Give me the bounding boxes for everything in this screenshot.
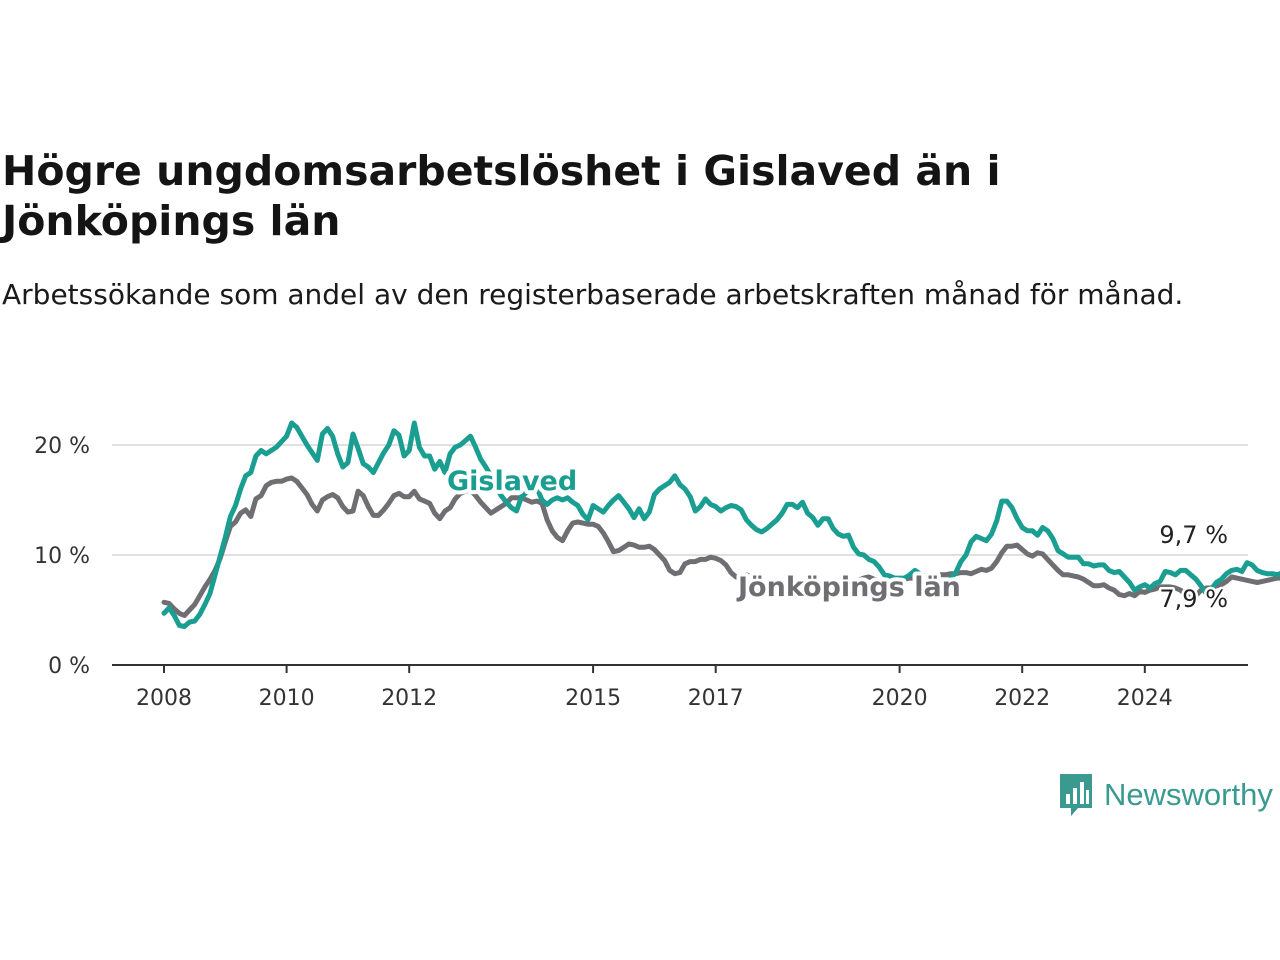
x-tick-label: 2015 xyxy=(565,686,621,711)
series-line-jönköpings-län xyxy=(161,475,1280,618)
x-tick-label: 2012 xyxy=(381,686,437,711)
series-lines xyxy=(161,420,1280,629)
x-tick-label: 2010 xyxy=(259,686,315,711)
x-tick-label: 2024 xyxy=(1117,686,1173,711)
y-tick-label: 10 % xyxy=(34,544,90,569)
series-label-jonkopings-lan: Jönköpings län xyxy=(736,572,961,603)
end-label-gislaved: 9,7 % xyxy=(1159,521,1228,549)
gridlines xyxy=(112,444,1248,556)
y-tick-label: 20 % xyxy=(34,434,90,459)
x-tick-label: 2008 xyxy=(136,686,192,711)
axes: 0 % 10 % 20 % 2008 2010 2012 2015 2017 2020 2022 2… xyxy=(34,434,1248,711)
end-label-jonkopings-lan: 7,9 % xyxy=(1159,585,1228,613)
chart-subtitle: Arbetssökande som andel av den registerb… xyxy=(2,278,1184,311)
newsworthy-brand: Newsworthy xyxy=(1058,772,1273,818)
series-labels: Gislaved Jönköpings län 9,7 % 7,9 % xyxy=(443,462,1231,616)
series-line-gislaved xyxy=(161,420,1280,629)
series-label-gislaved: Gislaved xyxy=(447,466,577,497)
newsworthy-logo-icon xyxy=(1060,774,1092,816)
y-tick-label: 0 % xyxy=(48,654,90,679)
chart-title: Högre ungdomsarbetslöshet i Gislaved än … xyxy=(2,147,1001,245)
x-tick-label: 2017 xyxy=(688,686,744,711)
newsworthy-wordmark: Newsworthy xyxy=(1104,777,1273,812)
x-tick-label: 2020 xyxy=(872,686,928,711)
x-tick-label: 2022 xyxy=(994,686,1050,711)
